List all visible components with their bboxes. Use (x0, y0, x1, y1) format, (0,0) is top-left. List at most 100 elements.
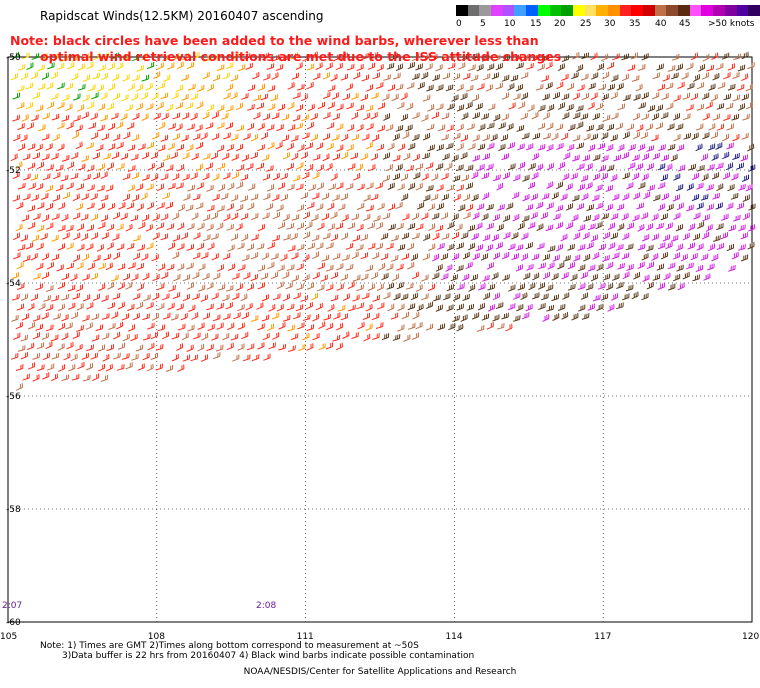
wind-barb (673, 94, 681, 102)
wind-barb (152, 292, 160, 301)
wind-barb (582, 232, 590, 240)
wind-barb (250, 193, 259, 201)
wind-barb (170, 151, 178, 159)
wind-barb (428, 243, 436, 251)
wind-barb (210, 212, 219, 220)
wind-barb (57, 143, 65, 151)
wind-barb (581, 193, 589, 201)
wind-barb (315, 62, 323, 71)
wind-barb (366, 204, 374, 212)
wind-barb (348, 304, 356, 312)
wind-barb (312, 154, 321, 161)
wind-barb (250, 252, 259, 260)
wind-barb (202, 273, 210, 281)
wind-barb (556, 81, 564, 90)
wind-barb (237, 322, 245, 330)
wind-barb (395, 163, 403, 172)
wind-barb (447, 103, 455, 111)
wind-barb (75, 284, 84, 292)
wind-barb (212, 352, 221, 360)
wind-barb (541, 193, 550, 200)
wind-barb (76, 303, 84, 311)
wind-barb (257, 342, 265, 350)
wind-barb (182, 274, 191, 282)
wind-barb (507, 303, 516, 311)
wind-barb (517, 161, 526, 170)
wind-barb (287, 324, 295, 332)
wind-barb (472, 252, 480, 261)
wind-barb (667, 262, 676, 270)
wind-barb (81, 253, 90, 262)
wind-barb (172, 292, 181, 299)
wind-barb (530, 211, 538, 220)
wind-barb (527, 222, 536, 230)
wind-barb (262, 173, 271, 181)
wind-barb (705, 224, 713, 232)
legend-tick-label: 30 (604, 19, 616, 29)
wind-barb (683, 133, 691, 140)
wind-barb (153, 71, 161, 79)
wind-barb (286, 142, 294, 151)
wind-barb (91, 232, 99, 240)
wind-barb (635, 163, 644, 170)
wind-barb (16, 261, 24, 270)
wind-barb (263, 193, 271, 201)
wind-barb (406, 102, 414, 111)
wind-barb (401, 232, 410, 240)
wind-barb (411, 212, 419, 221)
wind-barb (352, 274, 361, 282)
wind-barb (12, 232, 21, 241)
wind-barb (317, 222, 325, 231)
wind-barb (702, 112, 710, 121)
wind-barb (377, 102, 386, 110)
wind-barb (675, 63, 683, 71)
wind-barb (466, 303, 475, 311)
wind-barb (321, 192, 330, 200)
wind-barb (741, 132, 749, 140)
wind-barb (413, 172, 421, 180)
wind-barb (748, 164, 756, 172)
wind-barb (622, 232, 630, 241)
wind-barb (13, 252, 21, 260)
wind-barb (740, 154, 748, 162)
wind-barb (368, 164, 376, 172)
wind-barb (351, 251, 359, 260)
wind-barb (741, 73, 749, 82)
wind-barb (471, 94, 479, 102)
wind-barb (510, 74, 519, 82)
wind-barb (328, 183, 336, 191)
wind-barb (370, 111, 378, 120)
wind-barb (545, 61, 553, 70)
wind-barb (90, 272, 98, 280)
wind-barb (116, 364, 125, 371)
wind-barb (606, 261, 614, 270)
wind-barb (647, 104, 655, 112)
wind-barb (145, 82, 153, 91)
wind-barb (116, 243, 125, 251)
wind-barb (502, 54, 511, 62)
wind-barb (456, 264, 464, 272)
wind-barb (515, 84, 523, 92)
wind-barb (296, 243, 305, 251)
wind-barb (298, 344, 306, 352)
wind-barb (246, 343, 255, 351)
wind-barb (422, 133, 431, 141)
wind-barb (673, 173, 681, 181)
wind-barb (456, 83, 464, 92)
wind-barb (317, 284, 325, 292)
wind-barb (352, 234, 361, 242)
wind-barb (482, 153, 491, 161)
wind-barb (322, 133, 331, 141)
wind-barb (86, 243, 94, 251)
wind-barb (227, 244, 235, 252)
wind-barb (657, 83, 665, 91)
wind-barb (21, 214, 30, 222)
wind-barb (277, 264, 285, 272)
wind-barb (248, 183, 256, 191)
wind-barb (287, 82, 295, 90)
wind-barb (82, 53, 90, 61)
wind-barb (498, 122, 506, 130)
wind-barb (327, 202, 335, 211)
wind-barb (360, 273, 369, 281)
wind-barb (132, 74, 140, 82)
